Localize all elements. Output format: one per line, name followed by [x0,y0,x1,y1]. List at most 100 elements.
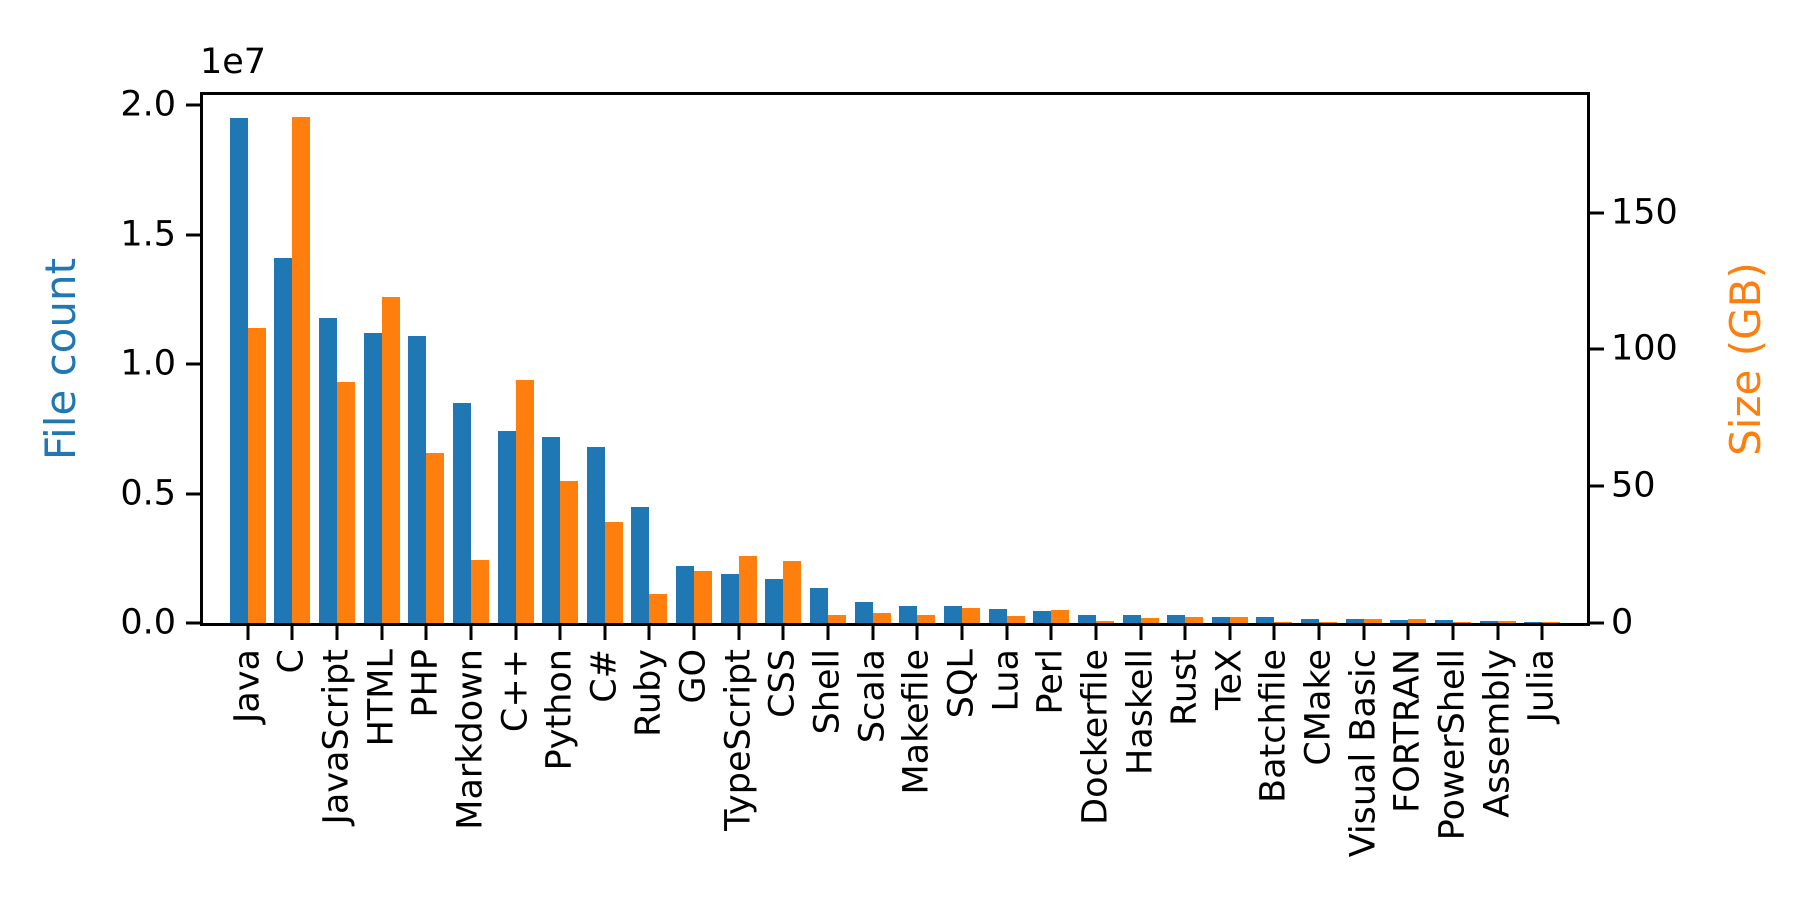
x-tick-label-html: HTML [361,649,402,747]
bar-perl-size-gb [1051,610,1070,623]
bar-html-size-gb [381,297,400,623]
bar-java-size-gb [247,327,266,623]
x-tick-mark-python [558,626,562,640]
x-tick-label-text-makefile: Makefile [896,649,937,795]
x-tick-label-text-php: PHP [405,649,446,718]
x-tick-label-c: C++ [495,649,536,733]
y-axis-offset-text: 1e7 [200,42,267,82]
left-y-axis-label-text: File count [36,257,85,461]
bar-haskell-size-gb [1140,618,1159,623]
x-tick-label-text-rust: Rust [1164,649,1205,726]
x-tick-label-visual-basic: Visual Basic [1343,649,1383,857]
left-y-tick-label: 2.0 [120,84,176,125]
x-tick-label-text-fortran: FORTRAN [1387,649,1428,813]
x-tick-label-text-dockerfile: Dockerfile [1075,649,1116,825]
bar-dockerfile-size-gb [1095,621,1114,623]
bar-c-file-count [586,447,605,623]
bar-go-size-gb [694,571,713,623]
x-tick-label-lua: Lua [986,649,1027,712]
right-y-tick-mark [1590,211,1604,215]
bar-c-size-gb [292,116,311,623]
x-tick-mark-dockerfile [1094,626,1098,640]
x-tick-mark-c [603,626,607,640]
x-tick-label-text-tex: TeX [1209,649,1250,710]
x-tick-mark-css [781,626,785,640]
right-y-tick-label: 0 [1611,602,1634,643]
bar-html-file-count [363,333,382,623]
bar-c-file-count [274,258,293,623]
x-tick-label-ruby: Ruby [628,649,669,737]
x-tick-label-text-cmake: CMake [1298,649,1339,766]
bar-lua-size-gb [1006,616,1025,623]
x-tick-label-text-shell: Shell [807,649,848,735]
x-tick-mark-lua [1005,626,1009,640]
x-tick-label-text-python: Python [539,649,580,771]
x-tick-label-scala: Scala [852,649,892,743]
plot-area: 1e7 File count Size (GB) 0.0 0.5 1.0 1.5 2.0… [36,45,1770,858]
x-tick-mark-tex [1228,626,1232,640]
right-y-tick-label: 50 [1611,465,1656,506]
x-tick-mark-scala [871,626,875,640]
bar-perl-file-count [1033,611,1052,623]
x-tick-label-text-ruby: Ruby [628,649,669,737]
x-tick-mark-java [246,626,250,640]
bar-sql-file-count [943,606,962,623]
bar-sql-size-gb [961,608,980,623]
bar-rust-size-gb [1185,616,1204,623]
bar-tex-size-gb [1229,616,1248,623]
bar-julia-file-count [1524,621,1543,623]
x-tick-label-css: CSS [763,649,803,718]
x-tick-label-assembly: Assembly [1477,649,1517,818]
bar-makefile-size-gb [917,615,936,623]
x-tick-mark-haskell [1139,626,1143,640]
bar-julia-size-gb [1542,622,1561,623]
x-tick-mark-ruby [647,626,651,640]
x-tick-label-text-typescript: TypeScript [718,649,759,831]
bar-ruby-file-count [631,506,650,623]
bar-fortran-file-count [1390,619,1409,623]
x-tick-label-text-c: C++ [495,649,536,733]
x-tick-label-tex: TeX [1209,649,1250,710]
x-tick-label-text-lua: Lua [986,649,1027,712]
bar-tex-file-count [1211,617,1230,623]
x-tick-label-php: PHP [405,649,446,718]
bar-visual-basic-size-gb [1363,618,1382,623]
x-tick-label-javascript: JavaScript [316,649,356,824]
bar-javascript-file-count [318,317,337,623]
left-y-tick-mark [186,492,200,496]
x-tick-label-text-perl: Perl [1030,649,1071,715]
bar-shell-file-count [810,588,829,623]
right-y-axis-label: Size (GB) [1721,262,1770,456]
x-tick-mark-fortran [1406,626,1410,640]
x-tick-mark-javascript [335,626,339,640]
bar-python-size-gb [560,480,579,623]
x-tick-mark-markdown [469,626,473,640]
left-y-tick-mark [186,233,200,237]
right-y-tick-mark [1590,621,1604,625]
right-y-tick-label: 150 [1611,192,1678,233]
right-y-axis-label-text: Size (GB) [1721,262,1770,456]
x-tick-mark-go [692,626,696,640]
x-tick-label-text-html: HTML [361,649,402,747]
left-y-axis-label: File count [36,257,85,461]
x-tick-label-powershell: PowerShell [1433,649,1473,840]
right-y-tick-mark [1590,347,1604,351]
left-y-tick-mark [186,362,200,366]
x-tick-label-c: C# [584,649,625,703]
left-y-tick-label: 0.0 [120,602,176,643]
left-y-tick-mark [186,103,200,107]
x-tick-label-sql: SQL [941,649,981,718]
bar-lua-file-count [988,609,1007,623]
x-tick-mark-shell [826,626,830,640]
bar-markdown-file-count [452,403,471,623]
x-tick-label-text-c: C# [584,649,625,703]
x-tick-label-makefile: Makefile [896,649,937,795]
bar-python-file-count [542,436,561,623]
bar-php-size-gb [426,453,445,623]
bar-ruby-size-gb [649,594,668,623]
x-tick-label-text-java: Java [227,649,268,723]
x-tick-mark-html [380,626,384,640]
x-tick-label-text-markdown: Markdown [450,649,491,830]
bar-c-size-gb [515,379,534,623]
